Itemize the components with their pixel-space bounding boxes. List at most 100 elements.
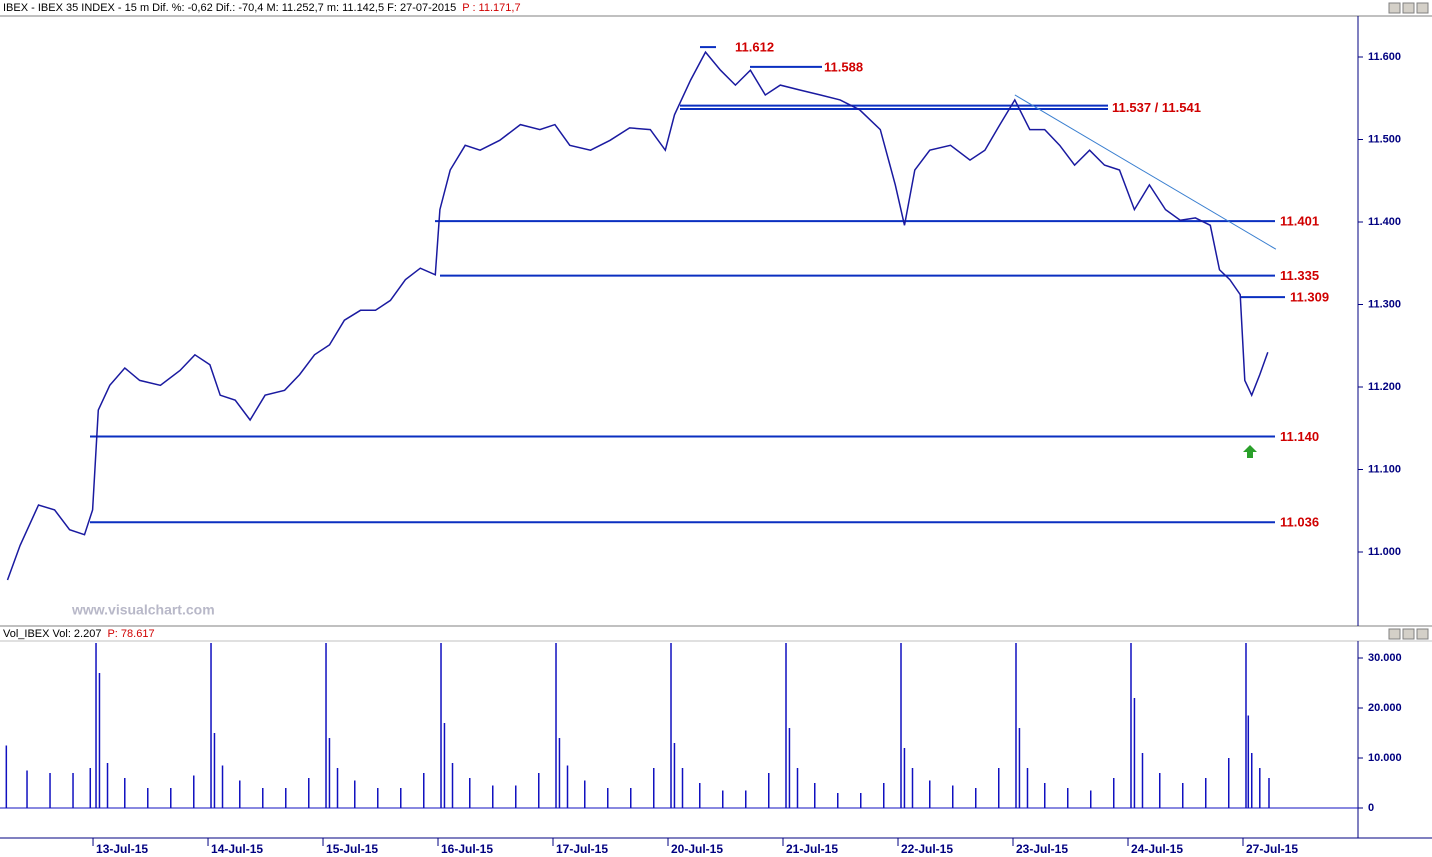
volume-bar: [1089, 790, 1092, 808]
volume-bar: [377, 788, 379, 808]
volume-bar: [673, 743, 676, 808]
volume-bar: [903, 748, 906, 808]
volume-bar: [440, 643, 442, 808]
x-tick-label: 13-Jul-15: [96, 842, 148, 856]
volume-bar: [210, 643, 212, 808]
maximize-button[interactable]: [1402, 628, 1415, 640]
volume-bar: [1268, 778, 1270, 808]
level-label: 11.140: [1280, 429, 1319, 444]
x-tick-label: 17-Jul-15: [556, 842, 608, 856]
volume-bar: [239, 780, 241, 808]
x-tick-label: 16-Jul-15: [441, 842, 493, 856]
volume-bar: [1133, 698, 1136, 808]
volume-bar: [5, 745, 8, 808]
volume-bar: [98, 673, 101, 808]
volume-bar: [193, 775, 195, 808]
volume-bar: [1259, 768, 1261, 808]
volume-bar: [443, 723, 446, 808]
y-tick-label: 20.000: [1368, 702, 1402, 714]
y-tick-label: 30.000: [1368, 652, 1402, 664]
price-line: [6, 50, 1269, 581]
volume-bar: [900, 643, 902, 808]
volume-bar: [699, 783, 701, 808]
volume-bar: [860, 793, 862, 808]
minimize-button[interactable]: [1388, 628, 1401, 640]
volume-bar: [952, 785, 954, 808]
volume-bar: [745, 790, 747, 808]
volume-bar: [1245, 643, 1247, 808]
volume-bar: [1204, 778, 1207, 808]
volume-bar: [285, 788, 287, 808]
volume-bar: [1141, 753, 1144, 808]
chart-title: IBEX - IBEX 35 INDEX - 15 m Dif. %: -0,6…: [3, 2, 456, 14]
x-tick-label: 24-Jul-15: [1131, 842, 1183, 856]
volume-bar: [1247, 715, 1250, 808]
y-tick-label: 11.500: [1368, 133, 1401, 145]
x-tick-label: 14-Jul-15: [211, 842, 263, 856]
up-arrow-icon: [1243, 445, 1257, 458]
chart-subtitle: P : 11.171,7: [462, 2, 520, 14]
level-label: 11.612: [735, 40, 774, 55]
volume-bar: [566, 765, 569, 808]
close-button[interactable]: [1416, 2, 1429, 14]
volume-bar: [785, 643, 787, 808]
chart-title: Vol_IBEX Vol: 2.207: [3, 628, 101, 640]
y-tick-label: 11.600: [1368, 51, 1401, 63]
volume-bar: [124, 778, 126, 808]
volume-bar: [653, 768, 655, 808]
volume-bar: [1043, 783, 1046, 808]
x-tick-label: 27-Jul-15: [1246, 842, 1298, 856]
close-button[interactable]: [1416, 628, 1429, 640]
volume-bar: [555, 643, 557, 808]
window-buttons[interactable]: [1388, 2, 1429, 640]
volume-bar: [89, 768, 92, 808]
volume-bar: [451, 763, 454, 808]
volume-bar: [607, 788, 609, 808]
chart-subtitle: P: 78.617: [107, 628, 154, 640]
trend-line: [1014, 94, 1277, 250]
y-tick-label: 11.100: [1368, 463, 1401, 475]
volume-bar: [722, 790, 724, 808]
volume-bar: [262, 788, 264, 808]
x-tick-label: 22-Jul-15: [901, 842, 953, 856]
volume-bar: [106, 763, 109, 808]
volume-bar: [400, 788, 402, 808]
volume-bar: [147, 788, 149, 808]
volume-bar: [95, 643, 97, 808]
volume-bar: [1181, 783, 1184, 808]
level-label: 11.309: [1290, 290, 1329, 305]
volume-bar: [1066, 788, 1069, 808]
volume-bar: [492, 785, 494, 808]
x-tick-label: 21-Jul-15: [786, 842, 838, 856]
volume-bar: [354, 780, 356, 808]
y-tick-label: 0: [1368, 802, 1374, 814]
x-tick-label: 23-Jul-15: [1016, 842, 1068, 856]
volume-bar: [630, 788, 632, 808]
y-tick-label: 11.300: [1368, 298, 1401, 310]
volume-bar: [814, 783, 816, 808]
volume-bar: [929, 780, 931, 808]
volume-bar: [1158, 773, 1161, 808]
volume-bar: [336, 768, 339, 808]
volume-bar: [1227, 758, 1230, 808]
minimize-button[interactable]: [1388, 2, 1401, 14]
volume-bar: [328, 738, 331, 808]
volume-bar: [1130, 643, 1132, 808]
volume-bar: [837, 793, 839, 808]
volume-bar: [584, 780, 586, 808]
maximize-button[interactable]: [1402, 2, 1415, 14]
volume-bar: [325, 643, 327, 808]
level-label: 11.335: [1280, 268, 1319, 283]
volume-bar: [1250, 753, 1253, 808]
volume-bar: [883, 783, 885, 808]
volume-bar: [558, 738, 561, 808]
volume-bar: [1018, 728, 1021, 808]
volume-bar: [49, 773, 51, 808]
x-tick-label: 15-Jul-15: [326, 842, 378, 856]
volume-bar: [213, 733, 216, 808]
volume-bar: [1112, 778, 1115, 808]
y-tick-label: 11.400: [1368, 216, 1401, 228]
level-label: 11.537 / 11.541: [1112, 100, 1201, 115]
volume-bar: [221, 765, 224, 808]
